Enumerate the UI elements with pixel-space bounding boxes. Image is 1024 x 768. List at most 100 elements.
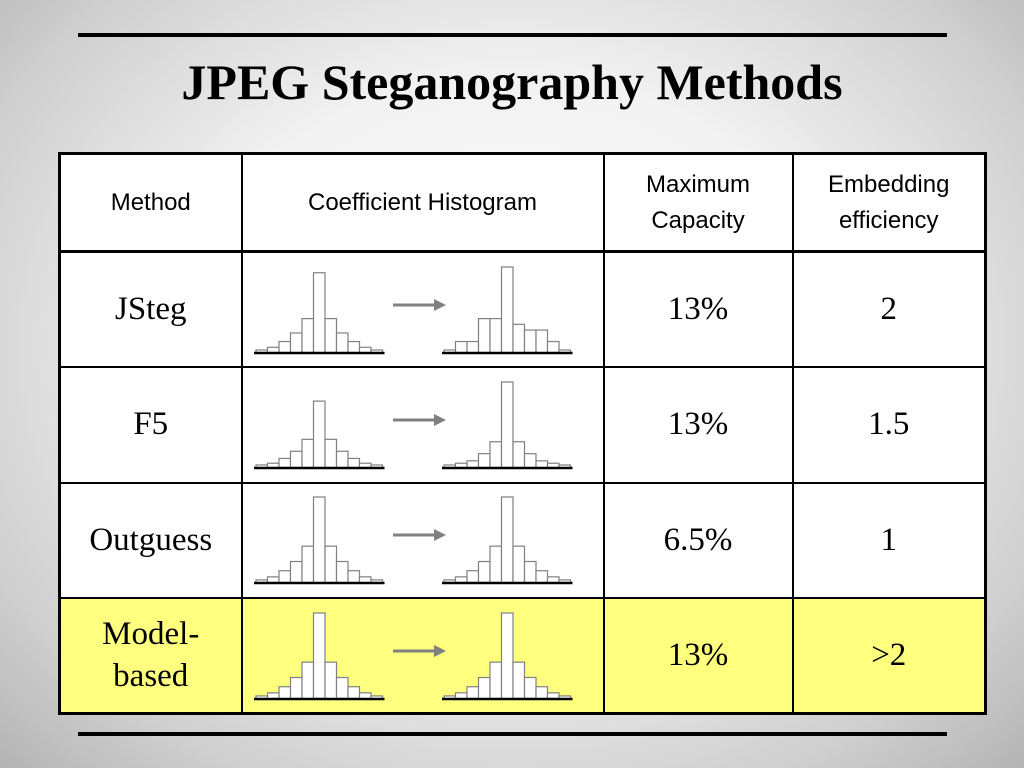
histogram-bar — [300, 661, 314, 700]
method-cell: JSteg — [58, 250, 243, 369]
histogram-bar — [488, 440, 502, 469]
table-row-outguess: Outguess 6.5% 1 — [58, 481, 987, 600]
histogram-bar — [277, 340, 291, 354]
slide-title: JPEG Steganography Methods — [181, 54, 843, 110]
method-line1: Model- — [102, 616, 200, 653]
histogram-before — [253, 400, 384, 470]
histogram-after — [441, 266, 572, 354]
histogram-bar — [454, 340, 468, 354]
histogram-bar — [323, 317, 337, 354]
histogram-pair — [253, 381, 572, 470]
histogram-bar — [534, 329, 548, 354]
histogram-bar — [300, 317, 314, 354]
histogram-bar — [289, 561, 303, 584]
arrow-head — [433, 529, 446, 542]
histogram-bar — [534, 685, 548, 700]
header-capacity-line1: Maximum — [645, 170, 750, 198]
histogram-bar — [465, 570, 479, 584]
histogram-bar — [477, 452, 491, 469]
arrow-icon — [392, 413, 446, 426]
histogram-cell — [240, 481, 605, 600]
histogram-cell — [240, 597, 605, 715]
histogram-bar — [346, 685, 360, 700]
histogram-bar — [335, 676, 349, 700]
arrow-head — [433, 413, 446, 426]
histogram-bar — [335, 450, 349, 469]
efficiency-cell: 1 — [791, 481, 987, 600]
histogram-before — [253, 496, 384, 585]
efficiency-cell: 1.5 — [791, 366, 987, 484]
histogram-bar — [523, 676, 537, 700]
histogram-pair — [253, 611, 572, 700]
table-row-f5: F5 13% 1.5 — [58, 366, 987, 484]
header-efficiency-line1: Embedding — [828, 170, 950, 198]
header-efficiency-line2: efficiency — [838, 206, 939, 234]
histogram-bar — [289, 676, 303, 700]
arrow-icon — [392, 644, 446, 657]
header-histogram: Coefficient Histogram — [240, 152, 605, 254]
bottom-rule — [78, 732, 947, 736]
capacity-cell: 13% — [602, 597, 794, 715]
histogram-bar — [300, 438, 314, 469]
histogram-before — [253, 271, 384, 354]
efficiency-cell: 2 — [791, 250, 987, 369]
capacity-cell: 13% — [602, 366, 794, 484]
histogram-bar — [511, 545, 525, 584]
histogram-bar — [323, 545, 337, 584]
histogram-bar — [323, 661, 337, 700]
histogram-after — [441, 381, 572, 470]
histogram-bar — [465, 685, 479, 700]
histogram-cell — [240, 250, 605, 369]
histogram-bar — [300, 545, 314, 584]
method-cell: Model- based — [58, 597, 243, 715]
histogram-cell — [240, 366, 605, 484]
efficiency-cell: >2 — [791, 597, 987, 715]
histogram-bar — [477, 317, 491, 354]
histogram-bar — [488, 317, 502, 354]
histogram-bar — [277, 570, 291, 584]
arrow-head — [433, 644, 446, 657]
histogram-bar — [346, 570, 360, 584]
histogram-bar — [335, 332, 349, 354]
histogram-bar — [465, 340, 479, 354]
methods-table: Method Coefficient Histogram Maximum Cap… — [58, 152, 987, 715]
top-rule — [78, 33, 947, 37]
histogram-bar — [511, 440, 525, 469]
histogram-pair — [253, 266, 572, 354]
histogram-bar — [312, 611, 326, 700]
table-row-jsteg: JSteg 13% 2 — [58, 250, 987, 369]
header-method: Method — [58, 152, 243, 254]
histogram-bar — [546, 340, 560, 354]
histogram-before — [253, 611, 384, 700]
arrow-icon — [392, 298, 446, 311]
header-capacity: Maximum Capacity — [602, 152, 794, 254]
histogram-bar — [323, 438, 337, 469]
histogram-bar — [511, 323, 525, 354]
histogram-bar — [277, 685, 291, 700]
histogram-bar — [477, 676, 491, 700]
header-efficiency: Embedding efficiency — [791, 152, 987, 254]
table-header-row: Method Coefficient Histogram Maximum Cap… — [58, 152, 987, 254]
histogram-bar — [523, 452, 537, 469]
arrow-icon — [392, 529, 446, 542]
histogram-bar — [335, 561, 349, 584]
arrow-head — [433, 298, 446, 311]
histogram-bar — [511, 661, 525, 700]
histogram-bar — [277, 457, 291, 469]
histogram-bar — [488, 545, 502, 584]
histogram-bar — [500, 611, 514, 700]
histogram-bar — [346, 457, 360, 469]
histogram-bar — [477, 561, 491, 584]
histogram-bar — [523, 561, 537, 584]
histogram-bar — [534, 570, 548, 584]
histogram-bar — [346, 340, 360, 354]
histogram-bar — [289, 332, 303, 354]
method-cell: Outguess — [58, 481, 243, 600]
histogram-bar — [312, 271, 326, 354]
histogram-bar — [500, 496, 514, 584]
method-line2: based — [113, 657, 189, 694]
histogram-bar — [289, 450, 303, 469]
table-row-model-based: Model- based 13% >2 — [58, 597, 987, 715]
header-capacity-line2: Capacity — [651, 206, 745, 234]
histogram-after — [441, 496, 572, 585]
